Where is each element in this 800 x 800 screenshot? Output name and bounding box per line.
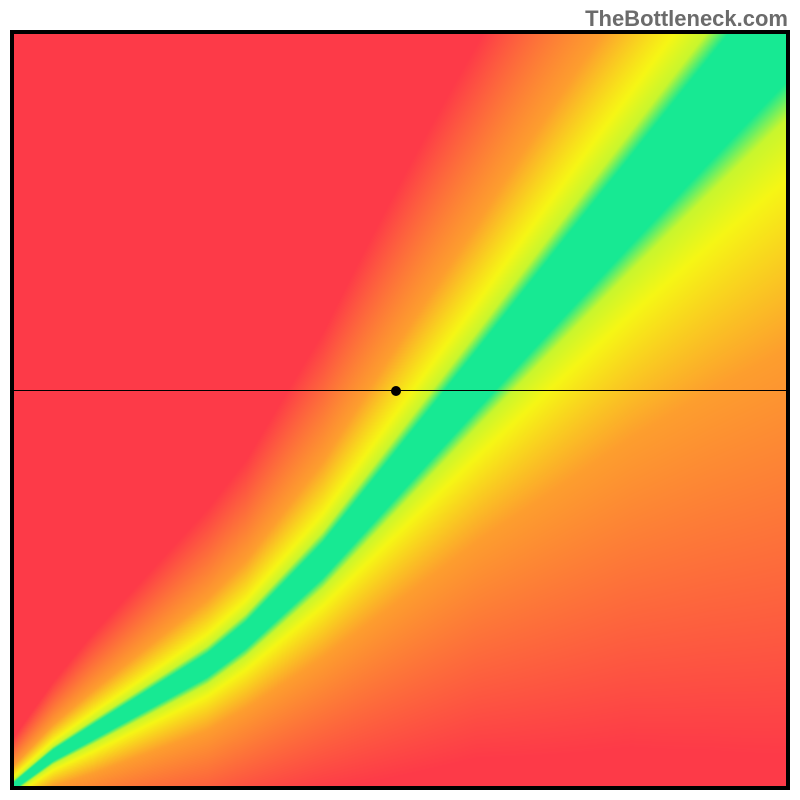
watermark-text: TheBottleneck.com bbox=[585, 6, 788, 32]
heatmap-canvas bbox=[14, 34, 786, 786]
marker-dot bbox=[391, 386, 401, 396]
plot-frame bbox=[10, 30, 790, 790]
plot-area bbox=[14, 34, 786, 786]
